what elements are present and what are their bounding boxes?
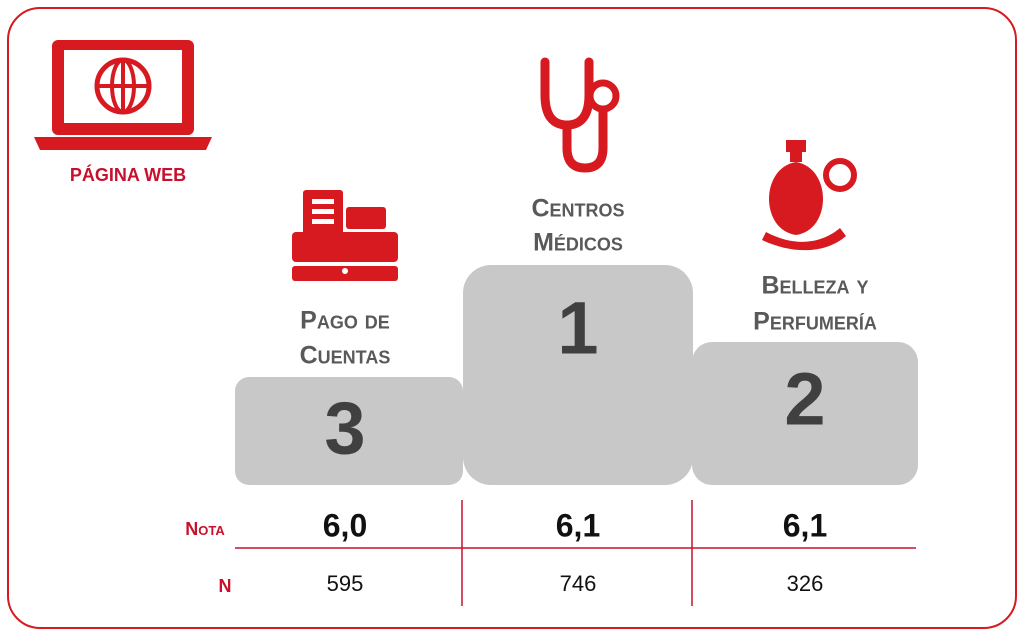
score: 6,1 <box>556 507 600 543</box>
category-name: Médicos <box>533 229 623 257</box>
rank: 1 <box>557 287 598 370</box>
category-name: Perfumería <box>753 308 877 336</box>
category-name: Pago de <box>300 307 390 335</box>
podium-block <box>463 265 693 485</box>
row-label: Nota <box>185 519 225 539</box>
podium-block <box>692 342 918 485</box>
header-label: PÁGINA WEB <box>70 164 186 185</box>
sample-size: 595 <box>327 571 364 596</box>
score: 6,1 <box>783 507 827 543</box>
perfume-icon <box>762 140 857 251</box>
laptop-icon <box>34 40 212 150</box>
category-name: Centros <box>531 195 624 223</box>
score: 6,0 <box>323 507 367 543</box>
sample-size: 326 <box>787 571 824 596</box>
category-name: Belleza y <box>761 272 868 300</box>
sample-size: 746 <box>560 571 597 596</box>
rank: 3 <box>324 387 365 470</box>
podium-block <box>235 377 463 485</box>
rank: 2 <box>784 358 825 441</box>
row-label: N <box>219 576 232 596</box>
register-icon <box>292 190 398 281</box>
category-name: Cuentas <box>300 342 391 370</box>
stethoscope-icon <box>540 57 620 173</box>
